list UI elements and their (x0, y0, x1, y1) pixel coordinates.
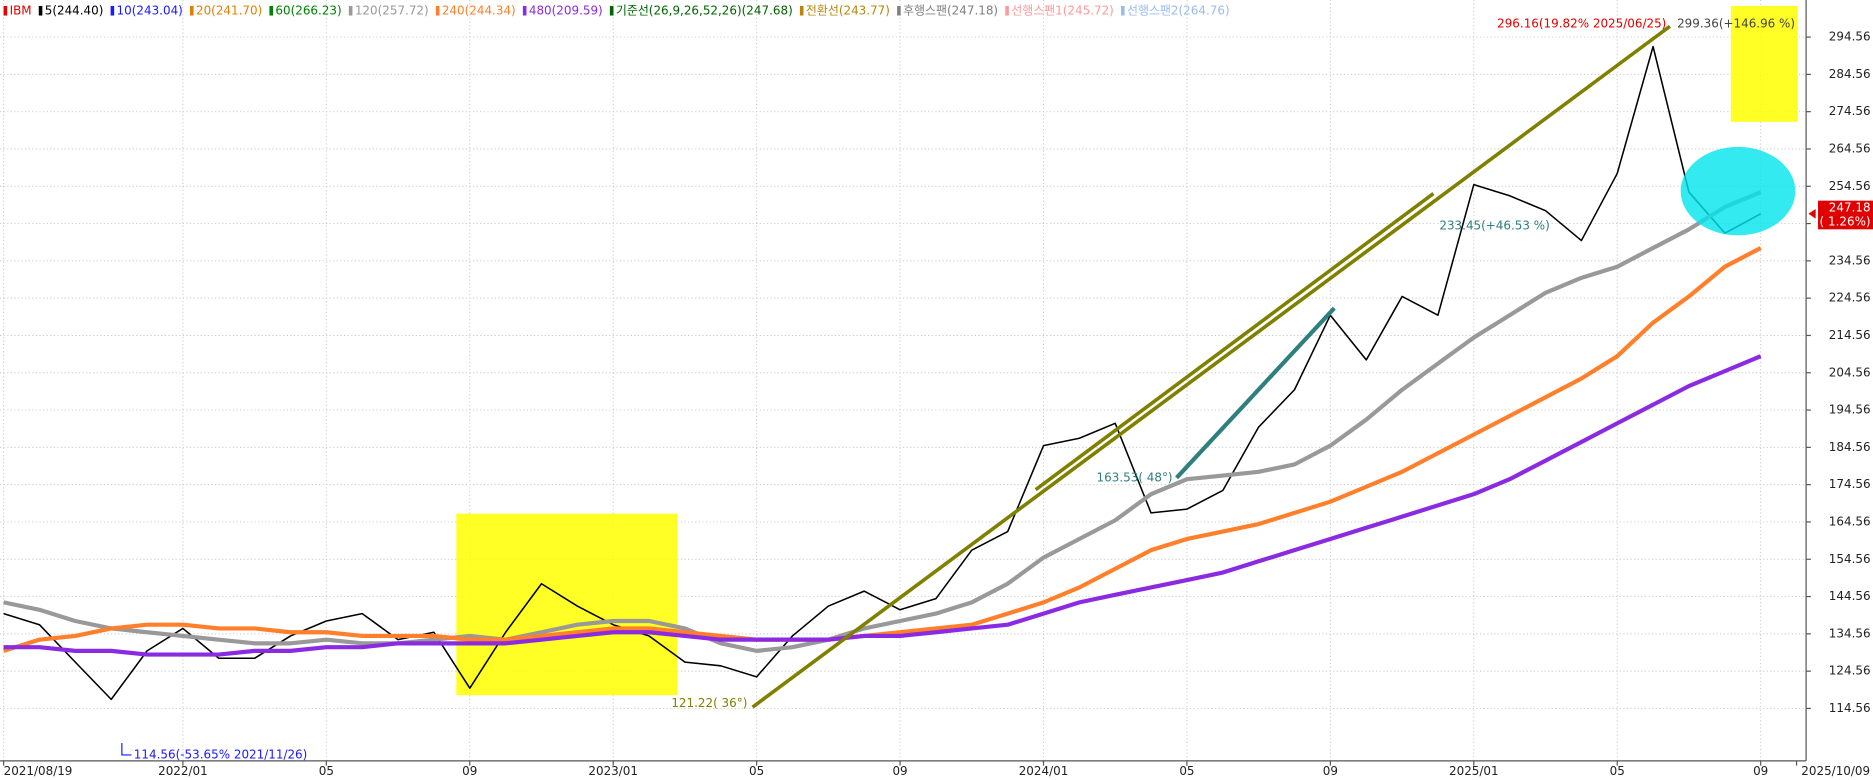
y-tick-label: 154.56 (1829, 552, 1871, 566)
legend-swatch (435, 5, 440, 16)
x-tick-label: 2025/10/09 (1801, 764, 1870, 778)
legend-swatch (348, 5, 353, 16)
y-tick-label: 184.56 (1829, 440, 1871, 454)
legend-label: 60(266.23) (275, 3, 341, 17)
annotation: 114.56(-53.65% 2021/11/26) (134, 747, 308, 761)
y-tick-label: 134.56 (1829, 626, 1871, 640)
x-tick-label: 05 (319, 764, 334, 778)
y-tick-label: 274.56 (1829, 104, 1871, 118)
legend-swatch (269, 5, 274, 16)
legend-label: 20(241.70) (196, 3, 262, 17)
legend-label: 5(244.40) (45, 3, 104, 17)
legend-label: 선행스팬2(264.76) (1127, 2, 1230, 17)
legend-swatch (1005, 5, 1009, 16)
y-tick-label: 164.56 (1829, 514, 1871, 528)
trend-line (751, 24, 1671, 709)
highlight-ellipse (1680, 146, 1796, 236)
annotation: 296.16(19.82% 2025/06/25) (1497, 16, 1666, 30)
y-tick-label: 294.56 (1829, 30, 1871, 44)
x-tick-label: 09 (1753, 764, 1768, 778)
legend-swatch (799, 5, 804, 16)
legend-swatch (3, 5, 8, 16)
trend-line (1175, 306, 1336, 480)
annotation: 121.22( 36°) (671, 696, 747, 710)
x-tick-label: 2023/01 (588, 764, 638, 778)
legend-swatch (897, 5, 901, 16)
legend-swatch (1121, 5, 1125, 16)
x-tick-label: 2025/01 (1449, 764, 1499, 778)
legend-swatch (110, 5, 115, 16)
y-tick-label: 144.56 (1829, 589, 1871, 603)
annotation: 299.36(+146.96 %) (1677, 16, 1795, 30)
x-tick-label: 2022/01 (158, 764, 208, 778)
legend-swatch (609, 5, 614, 16)
legend-swatch (190, 5, 194, 16)
y-tick-label: 114.56 (1829, 701, 1871, 715)
x-tick-label: 2024/01 (1019, 764, 1069, 778)
price-box (1818, 200, 1873, 230)
legend-label: 10(243.04) (117, 3, 183, 17)
price-label: 247.18 (1829, 200, 1871, 214)
trend-line (1034, 192, 1435, 492)
y-tick-label: 234.56 (1829, 253, 1871, 267)
series-line (3, 190, 1762, 653)
x-tick-label: 05 (1179, 764, 1194, 778)
price-change: ( 1.26%) (1820, 215, 1871, 229)
y-tick-label: 224.56 (1829, 291, 1871, 305)
x-tick-label: 05 (749, 764, 764, 778)
legend-label: 기준선(26,9,26,52,26)(247.68) (616, 3, 793, 17)
x-tick-label: 05 (1610, 764, 1625, 778)
x-tick-label: 09 (1323, 764, 1338, 778)
annotation: 163.53( 48°) (1097, 470, 1173, 484)
legend-label: 선행스팬1(245.72) (1011, 2, 1114, 17)
legend-label: 120(257.72) (355, 3, 429, 17)
annotation-pointer (121, 742, 132, 756)
lines (2, 45, 1762, 701)
legend-swatch (522, 5, 527, 16)
highlight-box (1730, 5, 1798, 122)
legend-label: IBM (10, 3, 32, 17)
annotation: 233.45(+46.53 %) (1439, 218, 1549, 232)
legend-label: 전환선(243.77) (806, 3, 890, 17)
price-pointer (1808, 209, 1816, 219)
current-price: 247.18( 1.26%) (1808, 200, 1873, 230)
highlight-box (456, 513, 678, 696)
y-tick-label: 264.56 (1829, 141, 1871, 155)
y-tick-label: 284.56 (1829, 67, 1871, 81)
y-tick-label: 254.56 (1829, 179, 1871, 193)
y-tick-label: 194.56 (1829, 403, 1871, 417)
legend-label: 480(209.59) (529, 3, 603, 17)
x-tick-label: 2021/08/19 (4, 764, 73, 778)
legend-swatch (38, 5, 43, 16)
series-line (3, 354, 1762, 657)
legend-label: 240(244.34) (442, 3, 516, 17)
y-tick-label: 214.56 (1829, 328, 1871, 342)
y-tick-label: 204.56 (1829, 365, 1871, 379)
legend: IBM 5(244.40) 10(243.04) 20(241.70) 60(266.2… (3, 2, 1230, 17)
y-tick-label: 174.56 (1829, 477, 1871, 491)
x-tick-label: 09 (892, 764, 907, 778)
x-tick-label: 09 (462, 764, 477, 778)
y-tick-label: 124.56 (1829, 664, 1871, 678)
legend-label: 후행스팬(247.18) (903, 2, 998, 17)
